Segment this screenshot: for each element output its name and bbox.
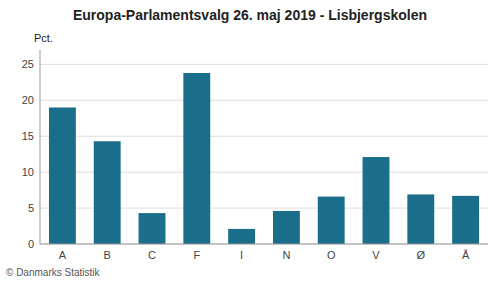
y-tick-label: 0 bbox=[28, 238, 34, 250]
bar bbox=[139, 213, 166, 244]
x-tick-label: F bbox=[193, 249, 200, 261]
grid-line bbox=[40, 136, 488, 137]
x-tick-label: B bbox=[104, 249, 111, 261]
x-tick-label: V bbox=[372, 249, 380, 261]
title: Europa-Parlamentsvalg 26. maj 2019 - Lis… bbox=[73, 7, 427, 23]
y-axis-line bbox=[40, 50, 41, 244]
bars bbox=[49, 73, 479, 244]
x-tick-label: Ø bbox=[417, 249, 426, 261]
x-tick-label: Å bbox=[462, 249, 470, 261]
grid-line bbox=[40, 100, 488, 101]
bar bbox=[183, 73, 210, 244]
footer: © Danmarks Statistik bbox=[6, 267, 101, 278]
chart-container: Europa-Parlamentsvalg 26. maj 2019 - Lis… bbox=[0, 0, 500, 282]
x-tick-label: A bbox=[59, 249, 67, 261]
x-tick-label: O bbox=[327, 249, 336, 261]
bar bbox=[94, 141, 121, 244]
y-tick-label: 20 bbox=[22, 94, 34, 106]
bar bbox=[273, 211, 300, 244]
grid-line bbox=[40, 244, 488, 245]
x-axis-line bbox=[40, 244, 488, 245]
y-tick-label: 5 bbox=[28, 202, 34, 214]
y-tick-label: 15 bbox=[22, 130, 34, 142]
bar bbox=[318, 197, 345, 244]
x-tick-label: I bbox=[240, 249, 243, 261]
bar bbox=[363, 157, 390, 244]
bar bbox=[407, 194, 434, 244]
y-tick-label: 10 bbox=[22, 166, 34, 178]
y-tick-label: 25 bbox=[22, 58, 34, 70]
bar bbox=[49, 107, 76, 244]
bar bbox=[452, 196, 479, 244]
chart-svg: Europa-Parlamentsvalg 26. maj 2019 - Lis… bbox=[0, 0, 500, 282]
grid-line bbox=[40, 64, 488, 65]
y-axis-label: Pct. bbox=[34, 32, 53, 44]
x-tick-label: C bbox=[148, 249, 156, 261]
bar bbox=[228, 229, 255, 244]
x-tick-label: N bbox=[282, 249, 290, 261]
grid bbox=[40, 64, 488, 244]
